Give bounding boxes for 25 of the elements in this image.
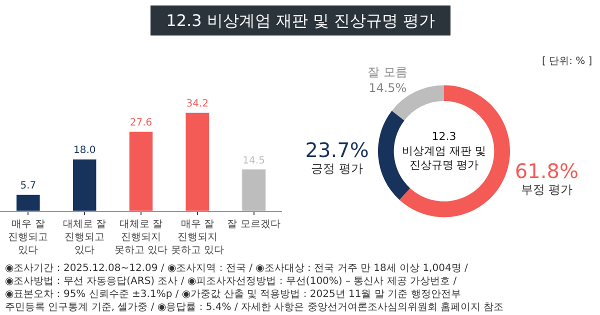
data-label: 5.7 xyxy=(20,180,36,192)
data-label: 27.6 xyxy=(130,118,152,129)
text: 12.3 비상계엄 재판 및 진상규명 평가 xyxy=(402,130,486,172)
x-tick-label: 매우 잘 진행되고 있다 xyxy=(8,219,48,256)
data-label: 14.5 xyxy=(242,155,265,166)
data-label: 14.5% xyxy=(368,80,407,95)
bar xyxy=(242,169,266,212)
data-label: 34.2 xyxy=(186,98,209,110)
slice-label: 긍정 평가 xyxy=(311,162,363,176)
x-tick-label: 대체로 잘 진행되지 못하고 있다 xyxy=(114,219,168,256)
bar xyxy=(16,194,40,212)
bar xyxy=(185,112,210,212)
data-label: 23.7% xyxy=(305,138,369,162)
bar xyxy=(72,158,97,212)
bar xyxy=(128,131,154,212)
x-tick-label: 대체로 잘 진행되고 있다 xyxy=(63,219,106,256)
slice-label: 잘 모름 xyxy=(368,65,408,80)
x-tick-label: 잘 모르겠다 xyxy=(227,219,280,230)
data-label: 61.8% xyxy=(514,158,578,183)
text: [ 단위: % ] xyxy=(542,56,592,67)
data-label: 18.0 xyxy=(73,145,96,156)
chart-title: 12.3 비상계엄 재판 및 진상규명 평가 xyxy=(156,11,446,30)
slice-label: 부정 평가 xyxy=(520,182,573,196)
x-tick-label: 매우 잘 진행되지 못하고 있다 xyxy=(170,219,224,256)
text: ◉조사기간 : 2025.12.08~12.09 / ◉조사지역 : 전국 / ◉조사대상 : 전국 거주 만 18세 이상 1,004명 / ◉조사방법 : 무선 자동응답(ARS) 조사 / ◉피조사자선정방법 : 무선(100%) – 통신사 제공 가상번호 / ◉표본오차 : 95% 신뢰수준 ±3.1%p / ◉가중값 산출 및 적용방법 : 2025년 11월 말 기준 행정안전부 주민등록 인구통계 기준, 셀가중 / ◉응답률 : 5.4% / 자세한 사항은 중앙선거여론조사심의위원회 홈페이지 참조 xyxy=(5,263,504,313)
